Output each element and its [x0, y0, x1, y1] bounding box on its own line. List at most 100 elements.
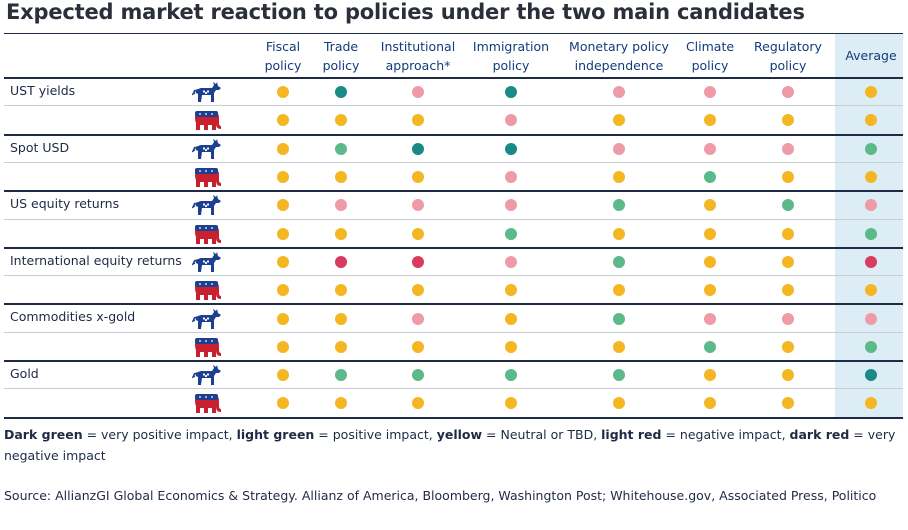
impact-dot-us-equity-returns-democrat-monetary-policy-independence	[613, 199, 625, 212]
impact-dot-international-equity-returns-republican-regulatory-policy	[782, 284, 794, 297]
row-group-rule-ust-yields	[4, 77, 903, 79]
impact-dot-us-equity-returns-republican-immigration-policy	[505, 227, 517, 240]
impact-dot-ust-yields-republican-immigration-policy	[505, 114, 517, 127]
republican-elephant-icon	[192, 279, 222, 301]
impact-dot-spot-usd-republican-institutional-approach	[412, 171, 424, 184]
impact-dot-gold-republican-fiscal-policy	[277, 397, 289, 410]
column-header-climate-policy: Climate policy	[685, 39, 735, 73]
impact-dot-gold-republican-trade-policy	[335, 397, 347, 410]
impact-dot-gold-democrat-average	[865, 369, 877, 382]
impact-dot-gold-republican-institutional-approach	[412, 397, 424, 410]
impact-dot-gold-republican-monetary-policy-independence	[613, 397, 625, 410]
impact-dot-ust-yields-democrat-immigration-policy	[505, 86, 517, 99]
source-note: Source: AllianzGI Global Economics & Str…	[4, 488, 877, 503]
impact-dot-spot-usd-democrat-immigration-policy	[505, 142, 517, 155]
column-header-institutional-approach: Institutional approach*	[380, 39, 456, 73]
impact-dot-ust-yields-republican-fiscal-policy	[277, 114, 289, 127]
impact-dot-gold-republican-climate-policy	[704, 397, 716, 410]
impact-dot-international-equity-returns-republican-climate-policy	[704, 284, 716, 297]
row-group-rule-spot-usd	[4, 133, 903, 136]
row-sub-rule-gold	[4, 388, 903, 390]
row-label-gold: Gold	[10, 366, 39, 381]
impact-dot-ust-yields-democrat-regulatory-policy	[782, 86, 794, 99]
table-bottom-rule	[4, 416, 903, 419]
legend-light-green-text: = positive impact,	[314, 427, 437, 442]
impact-dot-spot-usd-republican-trade-policy	[335, 171, 347, 184]
impact-dot-gold-republican-immigration-policy	[505, 397, 517, 410]
republican-elephant-icon	[192, 392, 222, 414]
impact-dot-commodities-x-gold-democrat-fiscal-policy	[277, 312, 289, 325]
impact-dot-gold-democrat-regulatory-policy	[782, 369, 794, 382]
column-header-fiscal-policy: Fiscal policy	[264, 39, 302, 73]
impact-dot-commodities-x-gold-republican-institutional-approach	[412, 340, 424, 353]
impact-dot-spot-usd-democrat-institutional-approach	[412, 142, 424, 155]
republican-elephant-icon	[192, 166, 222, 188]
row-label-us-equity-returns: US equity returns	[10, 196, 120, 212]
row-group-rule-gold	[4, 360, 903, 362]
impact-dot-spot-usd-democrat-fiscal-policy	[277, 142, 289, 155]
impact-dot-gold-democrat-fiscal-policy	[277, 369, 289, 382]
republican-elephant-icon	[192, 336, 222, 358]
impact-dot-commodities-x-gold-democrat-trade-policy	[335, 312, 347, 325]
impact-dot-gold-democrat-immigration-policy	[505, 369, 517, 382]
democrat-donkey-icon	[191, 251, 222, 273]
impact-dot-us-equity-returns-democrat-institutional-approach	[412, 199, 424, 212]
impact-dot-us-equity-returns-republican-climate-policy	[704, 227, 716, 240]
impact-dot-gold-republican-average	[865, 397, 877, 410]
legend-light-red-text: = negative impact,	[661, 427, 790, 442]
header-top-rule	[4, 33, 903, 34]
impact-dot-us-equity-returns-republican-monetary-policy-independence	[613, 227, 625, 240]
democrat-donkey-icon	[191, 308, 222, 330]
impact-dot-commodities-x-gold-democrat-climate-policy	[704, 312, 716, 325]
chart-title: Expected market reaction to policies und…	[6, 0, 805, 24]
row-group-rule-us-equity-returns	[4, 190, 903, 193]
democrat-donkey-icon	[191, 194, 222, 216]
impact-dot-us-equity-returns-democrat-regulatory-policy	[782, 199, 794, 212]
impact-dot-us-equity-returns-republican-trade-policy	[335, 227, 347, 240]
impact-dot-us-equity-returns-republican-institutional-approach	[412, 227, 424, 240]
row-label-ust-yields: UST yields	[10, 83, 76, 98]
legend-dark-red-text: = very negative impact	[4, 427, 896, 463]
impact-dot-gold-democrat-trade-policy	[335, 369, 347, 382]
row-label-commodities-x-gold: Commodities x-gold	[10, 309, 136, 325]
legend-dark-green-text: = very positive impact,	[82, 427, 237, 442]
impact-dot-gold-democrat-monetary-policy-independence	[613, 369, 625, 382]
impact-dot-commodities-x-gold-republican-climate-policy	[704, 340, 716, 353]
impact-dot-commodities-x-gold-democrat-regulatory-policy	[782, 312, 794, 325]
impact-dot-international-equity-returns-democrat-monetary-policy-independence	[613, 255, 625, 268]
legend-light-red-label: light red	[601, 427, 662, 442]
row-sub-rule-us-equity-returns	[4, 218, 903, 220]
impact-dot-us-equity-returns-democrat-trade-policy	[335, 199, 347, 212]
impact-dot-spot-usd-republican-fiscal-policy	[277, 171, 289, 184]
row-label-international-equity-returns: International equity returns	[10, 252, 182, 268]
democrat-donkey-icon	[191, 364, 222, 386]
row-sub-rule-international-equity-returns	[4, 275, 903, 277]
impact-dot-commodities-x-gold-republican-regulatory-policy	[782, 340, 794, 353]
impact-dot-us-equity-returns-democrat-fiscal-policy	[277, 199, 289, 212]
impact-dot-commodities-x-gold-democrat-institutional-approach	[412, 312, 424, 325]
impact-dot-ust-yields-democrat-fiscal-policy	[277, 86, 289, 99]
impact-dot-commodities-x-gold-democrat-average	[865, 312, 877, 325]
column-header-monetary-policy-independence: Monetary policy independence	[569, 39, 669, 73]
impact-dot-ust-yields-democrat-monetary-policy-independence	[613, 86, 625, 99]
impact-dot-commodities-x-gold-republican-monetary-policy-independence	[613, 340, 625, 353]
republican-elephant-icon	[192, 223, 222, 245]
impact-dot-international-equity-returns-democrat-institutional-approach	[412, 255, 424, 268]
impact-dot-spot-usd-republican-monetary-policy-independence	[613, 171, 625, 184]
impact-dot-commodities-x-gold-republican-immigration-policy	[505, 340, 517, 353]
democrat-donkey-icon	[191, 81, 222, 103]
row-group-rule-commodities-x-gold	[4, 303, 903, 306]
impact-dot-international-equity-returns-republican-immigration-policy	[505, 284, 517, 297]
republican-elephant-icon	[192, 109, 222, 131]
impact-dot-spot-usd-republican-immigration-policy	[505, 171, 517, 184]
impact-dot-commodities-x-gold-democrat-monetary-policy-independence	[613, 312, 625, 325]
row-label-spot-usd: Spot USD	[10, 139, 70, 155]
impact-dot-ust-yields-republican-trade-policy	[335, 114, 347, 127]
impact-dot-international-equity-returns-democrat-immigration-policy	[505, 255, 517, 268]
democrat-donkey-icon	[191, 138, 222, 160]
impact-dot-international-equity-returns-democrat-fiscal-policy	[277, 255, 289, 268]
legend-dark-green-label: Dark green	[4, 427, 83, 442]
impact-dot-spot-usd-democrat-regulatory-policy	[782, 142, 794, 155]
legend-yellow-label: yellow	[436, 427, 483, 442]
impact-dot-international-equity-returns-democrat-climate-policy	[704, 255, 716, 268]
